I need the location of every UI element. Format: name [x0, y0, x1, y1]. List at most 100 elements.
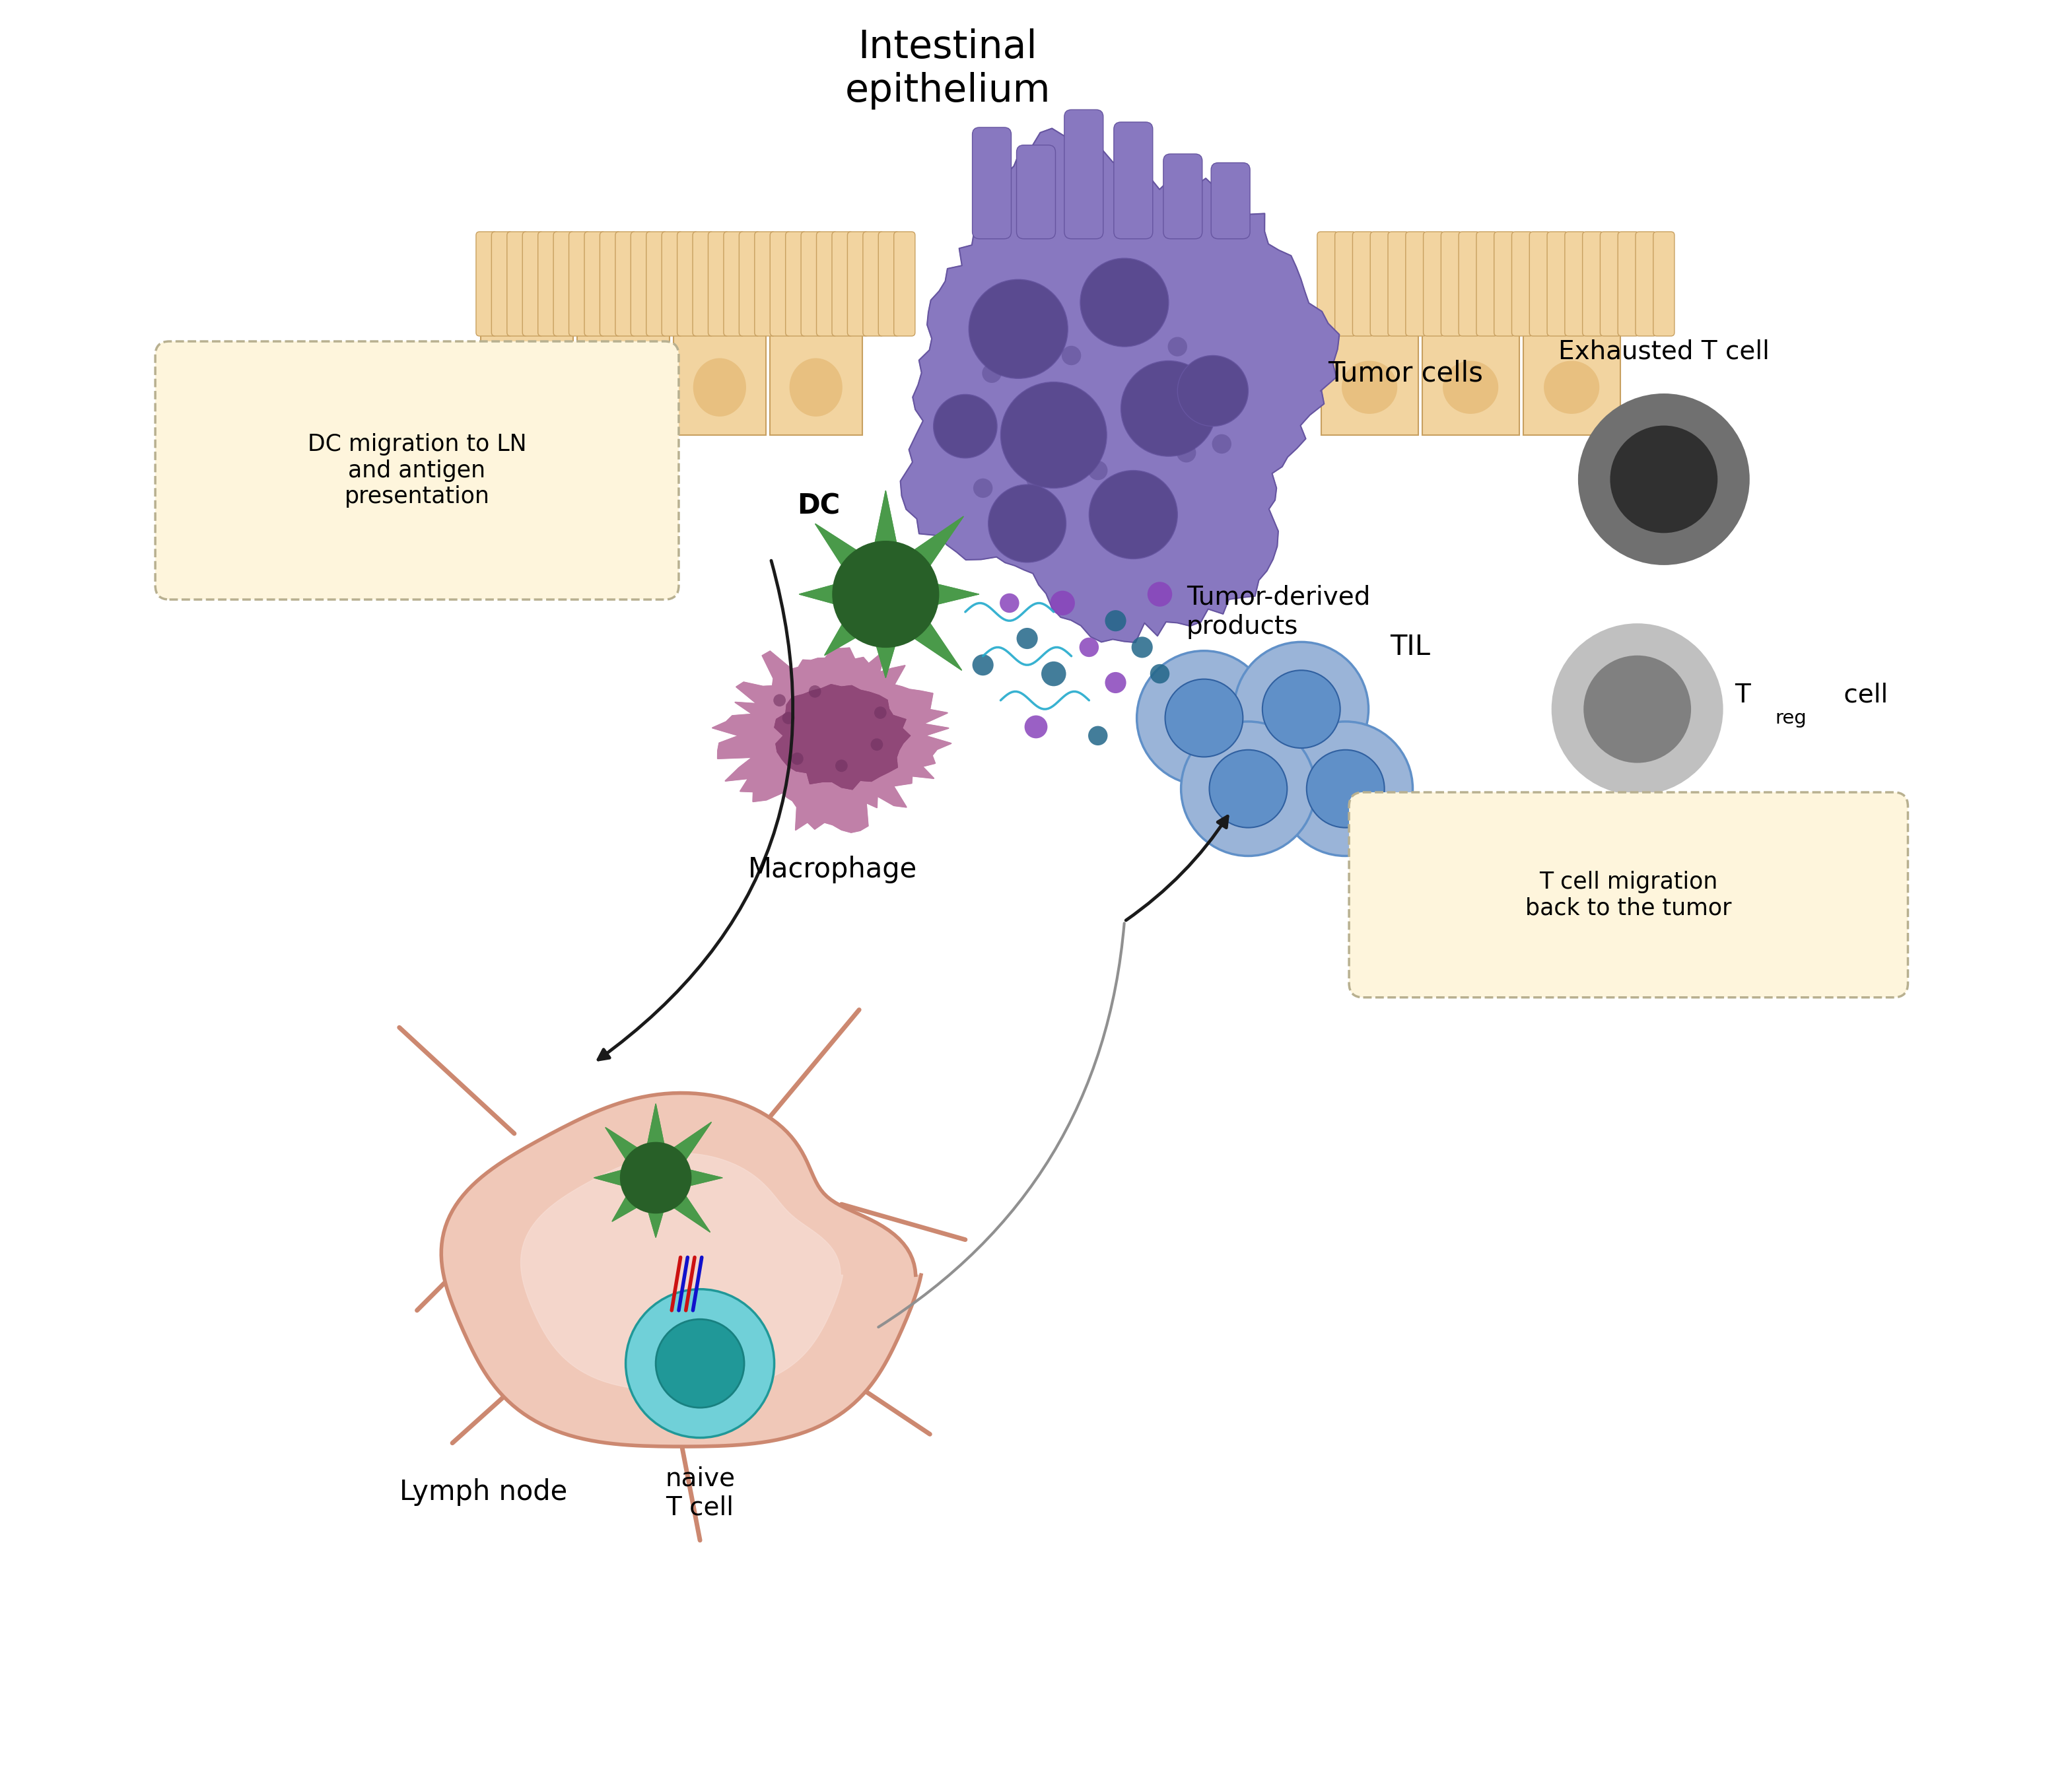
FancyBboxPatch shape: [491, 232, 512, 337]
Circle shape: [974, 478, 992, 498]
FancyBboxPatch shape: [1548, 232, 1569, 337]
FancyBboxPatch shape: [1388, 232, 1409, 337]
FancyBboxPatch shape: [570, 232, 591, 337]
FancyBboxPatch shape: [893, 232, 916, 337]
FancyBboxPatch shape: [1440, 232, 1463, 337]
FancyBboxPatch shape: [1618, 232, 1639, 337]
FancyBboxPatch shape: [1334, 232, 1355, 337]
Ellipse shape: [597, 358, 651, 416]
FancyBboxPatch shape: [615, 232, 636, 337]
Bar: [1523, 330, 1620, 436]
Text: DC migration to LN
and antigen
presentation: DC migration to LN and antigen presentat…: [307, 432, 526, 507]
Text: Tumor-derived
products: Tumor-derived products: [1187, 585, 1370, 640]
Bar: [578, 330, 669, 436]
FancyBboxPatch shape: [1494, 232, 1515, 337]
FancyBboxPatch shape: [847, 232, 868, 337]
Ellipse shape: [789, 358, 843, 416]
Circle shape: [1131, 636, 1152, 657]
Circle shape: [1148, 581, 1173, 606]
Circle shape: [620, 1143, 692, 1214]
FancyBboxPatch shape: [1370, 232, 1392, 337]
FancyBboxPatch shape: [1564, 232, 1585, 337]
Text: cell: cell: [1836, 682, 1888, 707]
Text: Lymph node: Lymph node: [400, 1478, 568, 1506]
Circle shape: [1017, 627, 1038, 649]
FancyBboxPatch shape: [862, 232, 885, 337]
FancyBboxPatch shape: [522, 232, 543, 337]
Polygon shape: [595, 1104, 721, 1237]
Circle shape: [972, 654, 995, 675]
FancyBboxPatch shape: [584, 232, 605, 337]
FancyBboxPatch shape: [1318, 232, 1339, 337]
Text: Tumor cells: Tumor cells: [1328, 360, 1484, 386]
FancyBboxPatch shape: [1423, 232, 1444, 337]
Circle shape: [1088, 461, 1109, 480]
Circle shape: [833, 540, 939, 647]
Bar: [1322, 330, 1417, 436]
FancyBboxPatch shape: [802, 232, 823, 337]
Polygon shape: [520, 1154, 843, 1391]
Circle shape: [1024, 716, 1048, 739]
Text: T: T: [1734, 682, 1751, 707]
Circle shape: [808, 686, 821, 698]
FancyBboxPatch shape: [692, 232, 715, 337]
Text: DC: DC: [798, 493, 841, 519]
Circle shape: [792, 753, 804, 766]
FancyBboxPatch shape: [1529, 232, 1550, 337]
FancyBboxPatch shape: [816, 232, 837, 337]
Circle shape: [1177, 443, 1196, 462]
Circle shape: [1080, 638, 1098, 657]
Polygon shape: [441, 1093, 922, 1446]
FancyBboxPatch shape: [740, 232, 760, 337]
FancyBboxPatch shape: [1017, 145, 1055, 239]
Bar: [673, 330, 767, 436]
Circle shape: [1104, 610, 1127, 631]
Text: Intestinal
epithelium: Intestinal epithelium: [845, 28, 1051, 110]
FancyBboxPatch shape: [539, 232, 559, 337]
Circle shape: [982, 363, 1001, 383]
Circle shape: [1212, 434, 1231, 454]
Circle shape: [1579, 395, 1749, 563]
FancyBboxPatch shape: [833, 232, 854, 337]
Polygon shape: [775, 684, 910, 790]
Circle shape: [1164, 679, 1243, 757]
Ellipse shape: [1442, 361, 1498, 415]
Text: TIL: TIL: [1390, 633, 1430, 661]
Circle shape: [1001, 383, 1106, 487]
Text: Exhausted T cell: Exhausted T cell: [1558, 338, 1769, 365]
FancyBboxPatch shape: [1065, 110, 1102, 239]
FancyBboxPatch shape: [646, 232, 667, 337]
FancyBboxPatch shape: [754, 232, 775, 337]
Text: reg: reg: [1776, 709, 1807, 727]
FancyBboxPatch shape: [709, 232, 729, 337]
Bar: [1421, 330, 1519, 436]
Polygon shape: [901, 128, 1339, 643]
Circle shape: [870, 739, 883, 751]
Text: Macrophage: Macrophage: [748, 856, 918, 884]
Ellipse shape: [694, 358, 746, 416]
FancyBboxPatch shape: [1349, 792, 1908, 998]
Circle shape: [932, 395, 997, 459]
FancyBboxPatch shape: [1600, 232, 1622, 337]
FancyBboxPatch shape: [1583, 232, 1604, 337]
Circle shape: [1210, 750, 1287, 828]
Circle shape: [783, 712, 794, 725]
FancyBboxPatch shape: [630, 232, 653, 337]
Ellipse shape: [1544, 361, 1600, 415]
Circle shape: [773, 695, 785, 707]
Circle shape: [1235, 641, 1368, 776]
Circle shape: [988, 484, 1067, 562]
FancyBboxPatch shape: [972, 128, 1011, 239]
Ellipse shape: [501, 358, 553, 416]
Ellipse shape: [1343, 361, 1397, 415]
FancyBboxPatch shape: [1115, 122, 1152, 239]
FancyBboxPatch shape: [1513, 232, 1533, 337]
Circle shape: [1169, 337, 1187, 356]
Circle shape: [1051, 590, 1075, 615]
FancyBboxPatch shape: [553, 232, 574, 337]
FancyBboxPatch shape: [1162, 154, 1202, 239]
Circle shape: [1278, 721, 1413, 856]
FancyBboxPatch shape: [1635, 232, 1658, 337]
Circle shape: [1181, 721, 1316, 856]
FancyBboxPatch shape: [477, 232, 497, 337]
